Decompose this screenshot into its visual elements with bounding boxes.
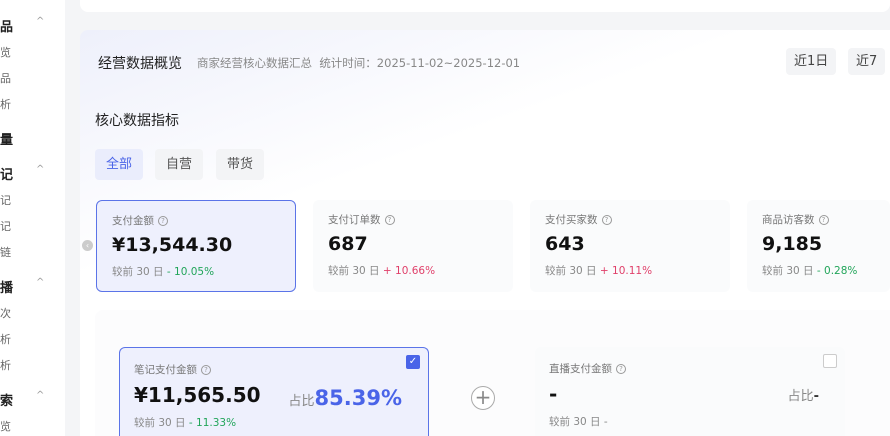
tab-all[interactable]: 全部 bbox=[95, 149, 144, 180]
help-icon[interactable]: ? bbox=[384, 215, 395, 225]
top-card bbox=[80, 0, 890, 12]
breakdown-panel: ✓ 笔记支付金额? ¥11,565.50 占比85.39% 较前 30 日 - … bbox=[95, 310, 890, 436]
scroll-left-icon[interactable]: ‹ bbox=[82, 240, 93, 251]
help-icon[interactable]: ? bbox=[601, 215, 612, 225]
metric-value: 643 bbox=[545, 233, 585, 255]
change-value: + 10.11% bbox=[599, 265, 653, 277]
sidebar-item[interactable]: 析 bbox=[0, 359, 11, 372]
ratio-value: 85.39% bbox=[314, 386, 402, 410]
sidebar-item[interactable]: 链 bbox=[0, 246, 11, 259]
metric-label: 商品访客数 bbox=[762, 214, 815, 226]
breakdown-label: 直播支付金额 bbox=[549, 363, 612, 375]
chevron-up-icon[interactable]: ^ bbox=[36, 390, 45, 401]
breakdown-value: - bbox=[549, 382, 558, 406]
range-7d-button[interactable]: 近7 bbox=[848, 48, 886, 75]
metric-value: 687 bbox=[328, 233, 368, 255]
page-title: 经营数据概览 bbox=[98, 56, 182, 72]
metric-label: 支付订单数 bbox=[328, 214, 381, 226]
metric-label: 支付买家数 bbox=[545, 214, 598, 226]
sidebar-item[interactable]: 品 bbox=[0, 72, 11, 85]
change-value: - 10.05% bbox=[166, 266, 215, 278]
sidebar-item[interactable]: 次 bbox=[0, 307, 11, 320]
ratio-label: 占比 bbox=[288, 394, 315, 409]
compare-label: 较前 30 日 bbox=[549, 416, 601, 428]
sidebar-group[interactable]: 索 bbox=[0, 394, 14, 409]
compare-label: 较前 30 日 bbox=[112, 266, 164, 278]
overview-card: 经营数据概览 商家经营核心数据汇总 统计时间：2025-11-02~2025-1… bbox=[80, 30, 890, 436]
chevron-up-icon[interactable]: ^ bbox=[36, 16, 45, 27]
subtitle: 商家经营核心数据汇总 统计时间：2025-11-02~2025-12-01 bbox=[197, 56, 521, 70]
sidebar: 品 ^ 览品析量记 ^ 记记链播 ^ 次析析索 ^ 览 bbox=[0, 0, 65, 436]
change-value: - 0.28% bbox=[816, 265, 858, 277]
change-value: + 10.66% bbox=[382, 265, 436, 277]
stat-time: 统计时间：2025-11-02~2025-12-01 bbox=[319, 56, 521, 70]
metric-card[interactable]: 支付买家数? 643 较前 30 日 + 10.11% bbox=[530, 200, 730, 292]
ratio-value: - bbox=[813, 389, 819, 404]
metric-value: 9,185 bbox=[762, 233, 823, 255]
plus-icon: + bbox=[471, 386, 495, 410]
chevron-up-icon[interactable]: ^ bbox=[36, 164, 45, 175]
metric-label: 支付金额 bbox=[112, 215, 154, 227]
ratio-label: 占比 bbox=[787, 389, 814, 404]
metric-value: ¥13,544.30 bbox=[112, 234, 233, 256]
compare-label: 较前 30 日 bbox=[545, 265, 597, 277]
compare-label: 较前 30 日 bbox=[762, 265, 814, 277]
metric-card[interactable]: 支付金额? ¥13,544.30 较前 30 日 - 10.05% bbox=[96, 200, 296, 292]
sidebar-group[interactable]: 量 bbox=[0, 133, 14, 148]
help-icon[interactable]: ? bbox=[201, 365, 211, 375]
sidebar-group[interactable]: 记 bbox=[0, 168, 14, 183]
sidebar-item[interactable]: 记 bbox=[0, 220, 11, 233]
sidebar-item[interactable]: 析 bbox=[0, 98, 11, 111]
help-icon[interactable]: ? bbox=[616, 364, 626, 374]
chevron-up-icon[interactable]: ^ bbox=[36, 277, 45, 288]
compare-label: 较前 30 日 bbox=[134, 417, 186, 429]
breakdown-label: 笔记支付金额 bbox=[134, 364, 197, 376]
section-title: 核心数据指标 bbox=[95, 113, 179, 129]
tab-self[interactable]: 自营 bbox=[155, 149, 204, 180]
sidebar-item[interactable]: 览 bbox=[0, 420, 11, 433]
sidebar-item[interactable]: 析 bbox=[0, 333, 11, 346]
help-icon[interactable]: ? bbox=[158, 216, 168, 226]
sidebar-group[interactable]: 播 bbox=[0, 281, 14, 296]
compare-label: 较前 30 日 bbox=[328, 265, 380, 277]
checkbox[interactable] bbox=[823, 354, 837, 368]
checkbox[interactable]: ✓ bbox=[406, 355, 420, 369]
sidebar-group[interactable]: 品 bbox=[0, 20, 14, 35]
sidebar-item[interactable]: 记 bbox=[0, 194, 11, 207]
metric-card[interactable]: 商品访客数? 9,185 较前 30 日 - 0.28% bbox=[747, 200, 890, 292]
breakdown-card[interactable]: ✓ 笔记支付金额? ¥11,565.50 占比85.39% 较前 30 日 - … bbox=[119, 347, 429, 436]
help-icon[interactable]: ? bbox=[818, 215, 829, 225]
tab-affiliate[interactable]: 带货 bbox=[216, 149, 265, 180]
metric-card[interactable]: 支付订单数? 687 较前 30 日 + 10.66% bbox=[313, 200, 513, 292]
change-value: - 11.33% bbox=[188, 417, 237, 429]
breakdown-card[interactable]: 直播支付金额? - 占比- 较前 30 日 - bbox=[535, 347, 845, 436]
sidebar-item[interactable]: 览 bbox=[0, 46, 11, 59]
breakdown-value: ¥11,565.50 bbox=[134, 383, 261, 407]
change-value: - bbox=[603, 416, 608, 428]
range-1d-button[interactable]: 近1日 bbox=[786, 48, 837, 75]
